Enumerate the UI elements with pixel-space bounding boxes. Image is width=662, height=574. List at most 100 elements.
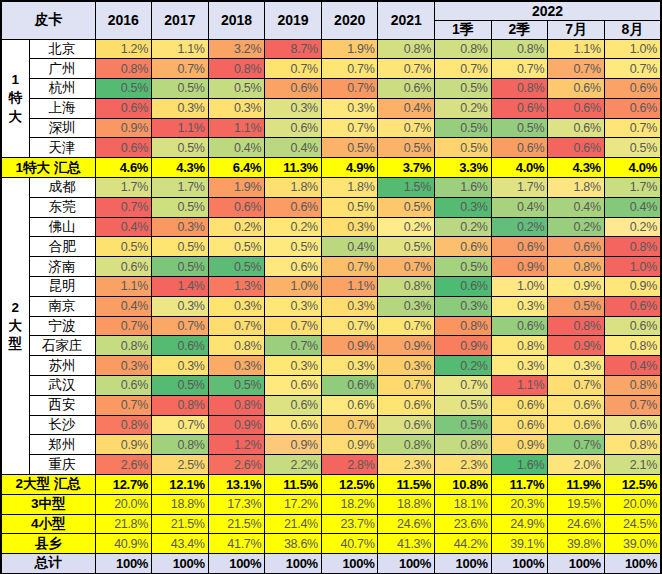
summary-cell: 43.4% [152, 534, 209, 554]
col-header-2022-q2: 2季 [491, 20, 548, 39]
heat-cell: 0.8% [152, 435, 209, 455]
heat-cell: 0.2% [435, 356, 492, 376]
heat-cell: 0.3% [321, 217, 378, 237]
city-row: 武汉0.6%0.5%0.5%0.6%0.6%0.7%0.7%1.1%0.7%0.… [1, 376, 661, 396]
summary-row: 总计100%100%100%100%100%100%100%100%100%10… [1, 554, 661, 574]
city-label: 宁波 [29, 316, 95, 336]
heat-cell: 1.1% [548, 39, 605, 59]
heat-cell: 0.5% [435, 415, 492, 435]
summary-cell: 24.9% [491, 514, 548, 534]
heat-cell: 0.3% [152, 356, 209, 376]
heat-cell: 0.8% [378, 39, 435, 59]
summary-cell: 12.5% [321, 475, 378, 495]
summary-cell: 39.8% [548, 534, 605, 554]
heat-cell: 0.3% [491, 296, 548, 316]
heat-cell: 0.7% [265, 316, 322, 336]
summary-cell: 100% [435, 554, 492, 574]
heat-cell: 0.6% [435, 277, 492, 297]
summary-cell: 10.8% [435, 475, 492, 495]
summary-cell: 100% [265, 554, 322, 574]
heat-cell: 0.3% [265, 296, 322, 316]
city-row: 南京0.4%0.3%0.3%0.3%0.3%0.3%0.3%0.3%0.5%0.… [1, 296, 661, 316]
heat-cell: 0.7% [378, 257, 435, 277]
summary-cell: 11.9% [548, 475, 605, 495]
heat-cell: 0.5% [435, 395, 492, 415]
heat-cell: 0.9% [491, 257, 548, 277]
heat-cell: 0.7% [604, 59, 661, 79]
heat-cell: 0.5% [95, 237, 152, 257]
heat-cell: 0.6% [95, 98, 152, 118]
heat-cell: 0.5% [378, 197, 435, 217]
heat-cell: 0.7% [321, 118, 378, 138]
summary-cell: 44.2% [435, 534, 492, 554]
summary-row: 2大型 汇总12.7%12.1%13.1%11.5%12.5%11.5%10.8… [1, 475, 661, 495]
heat-cell: 0.7% [548, 435, 605, 455]
city-row: 合肥0.5%0.5%0.5%0.5%0.4%0.5%0.6%0.6%0.6%0.… [1, 237, 661, 257]
summary-cell: 21.5% [208, 514, 265, 534]
summary-cell: 12.1% [152, 475, 209, 495]
summary-row: 3中型20.0%18.8%17.3%17.2%18.2%18.8%18.1%20… [1, 494, 661, 514]
heat-cell: 2.1% [604, 455, 661, 475]
summary-cell: 17.3% [208, 494, 265, 514]
table-header: 皮卡 2016 2017 2018 2019 2020 2021 2022 1季… [1, 1, 661, 39]
summary-row: 县乡40.9%43.4%41.7%38.6%40.7%41.3%44.2%39.… [1, 534, 661, 554]
summary-cell: 24.6% [548, 514, 605, 534]
heat-cell: 0.2% [604, 217, 661, 237]
heat-cell: 1.9% [321, 39, 378, 59]
heat-cell: 1.7% [152, 178, 209, 198]
city-label: 佛山 [29, 217, 95, 237]
summary-cell: 18.8% [152, 494, 209, 514]
heat-cell: 0.6% [548, 98, 605, 118]
heat-cell: 0.6% [548, 395, 605, 415]
heat-cell: 0.8% [95, 59, 152, 79]
heat-cell: 0.6% [548, 138, 605, 158]
col-header-2017: 2017 [152, 1, 209, 39]
city-label: 广州 [29, 59, 95, 79]
heat-cell: 0.4% [604, 356, 661, 376]
heat-cell: 0.6% [604, 316, 661, 336]
heat-cell: 0.7% [321, 415, 378, 435]
city-row: 广州0.8%0.7%0.8%0.7%0.7%0.7%0.7%0.7%0.7%0.… [1, 59, 661, 79]
heat-cell: 2.6% [95, 455, 152, 475]
city-row: 西安0.7%0.8%0.8%0.6%0.6%0.6%0.5%0.6%0.6%0.… [1, 395, 661, 415]
heat-cell: 0.2% [548, 217, 605, 237]
heat-cell: 0.8% [208, 336, 265, 356]
heat-cell: 0.7% [208, 316, 265, 336]
heat-cell: 0.7% [321, 59, 378, 79]
heat-cell: 0.5% [321, 138, 378, 158]
heat-cell: 1.1% [321, 277, 378, 297]
heat-cell: 0.5% [152, 257, 209, 277]
city-row: 1特大北京1.2%1.1%3.2%8.7%1.9%0.8%0.8%0.8%1.1… [1, 39, 661, 59]
heat-cell: 1.6% [491, 455, 548, 475]
heat-cell: 0.3% [208, 296, 265, 316]
heat-cell: 0.6% [265, 415, 322, 435]
heat-cell: 0.8% [435, 316, 492, 336]
heat-cell: 0.6% [95, 257, 152, 277]
summary-cell: 21.5% [152, 514, 209, 534]
heat-cell: 0.9% [95, 435, 152, 455]
heat-cell: 0.3% [491, 356, 548, 376]
heat-cell: 0.6% [604, 296, 661, 316]
col-header-2022-aug: 8月 [604, 20, 661, 39]
heat-cell: 0.4% [208, 138, 265, 158]
heat-cell: 0.9% [378, 336, 435, 356]
city-label: 武汉 [29, 376, 95, 396]
city-row: 石家庄0.8%0.6%0.8%0.7%0.9%0.9%0.9%0.8%0.9%0… [1, 336, 661, 356]
heat-cell: 1.4% [152, 277, 209, 297]
city-row: 郑州0.9%0.8%1.2%0.9%0.9%0.8%0.8%0.9%0.7%0.… [1, 435, 661, 455]
summary-cell: 100% [208, 554, 265, 574]
summary-cell: 18.8% [378, 494, 435, 514]
heat-cell: 0.7% [604, 118, 661, 138]
city-label: 郑州 [29, 435, 95, 455]
heat-cell: 0.5% [321, 197, 378, 217]
summary-cell: 20.0% [604, 494, 661, 514]
heat-cell: 0.5% [378, 138, 435, 158]
summary-cell: 11.7% [491, 475, 548, 495]
heat-cell: 0.7% [378, 376, 435, 396]
heat-cell: 0.5% [604, 138, 661, 158]
summary-cell: 12.5% [604, 475, 661, 495]
heat-cell: 0.7% [321, 257, 378, 277]
heat-cell: 0.4% [548, 197, 605, 217]
heat-cell: 0.7% [378, 59, 435, 79]
city-label: 昆明 [29, 277, 95, 297]
